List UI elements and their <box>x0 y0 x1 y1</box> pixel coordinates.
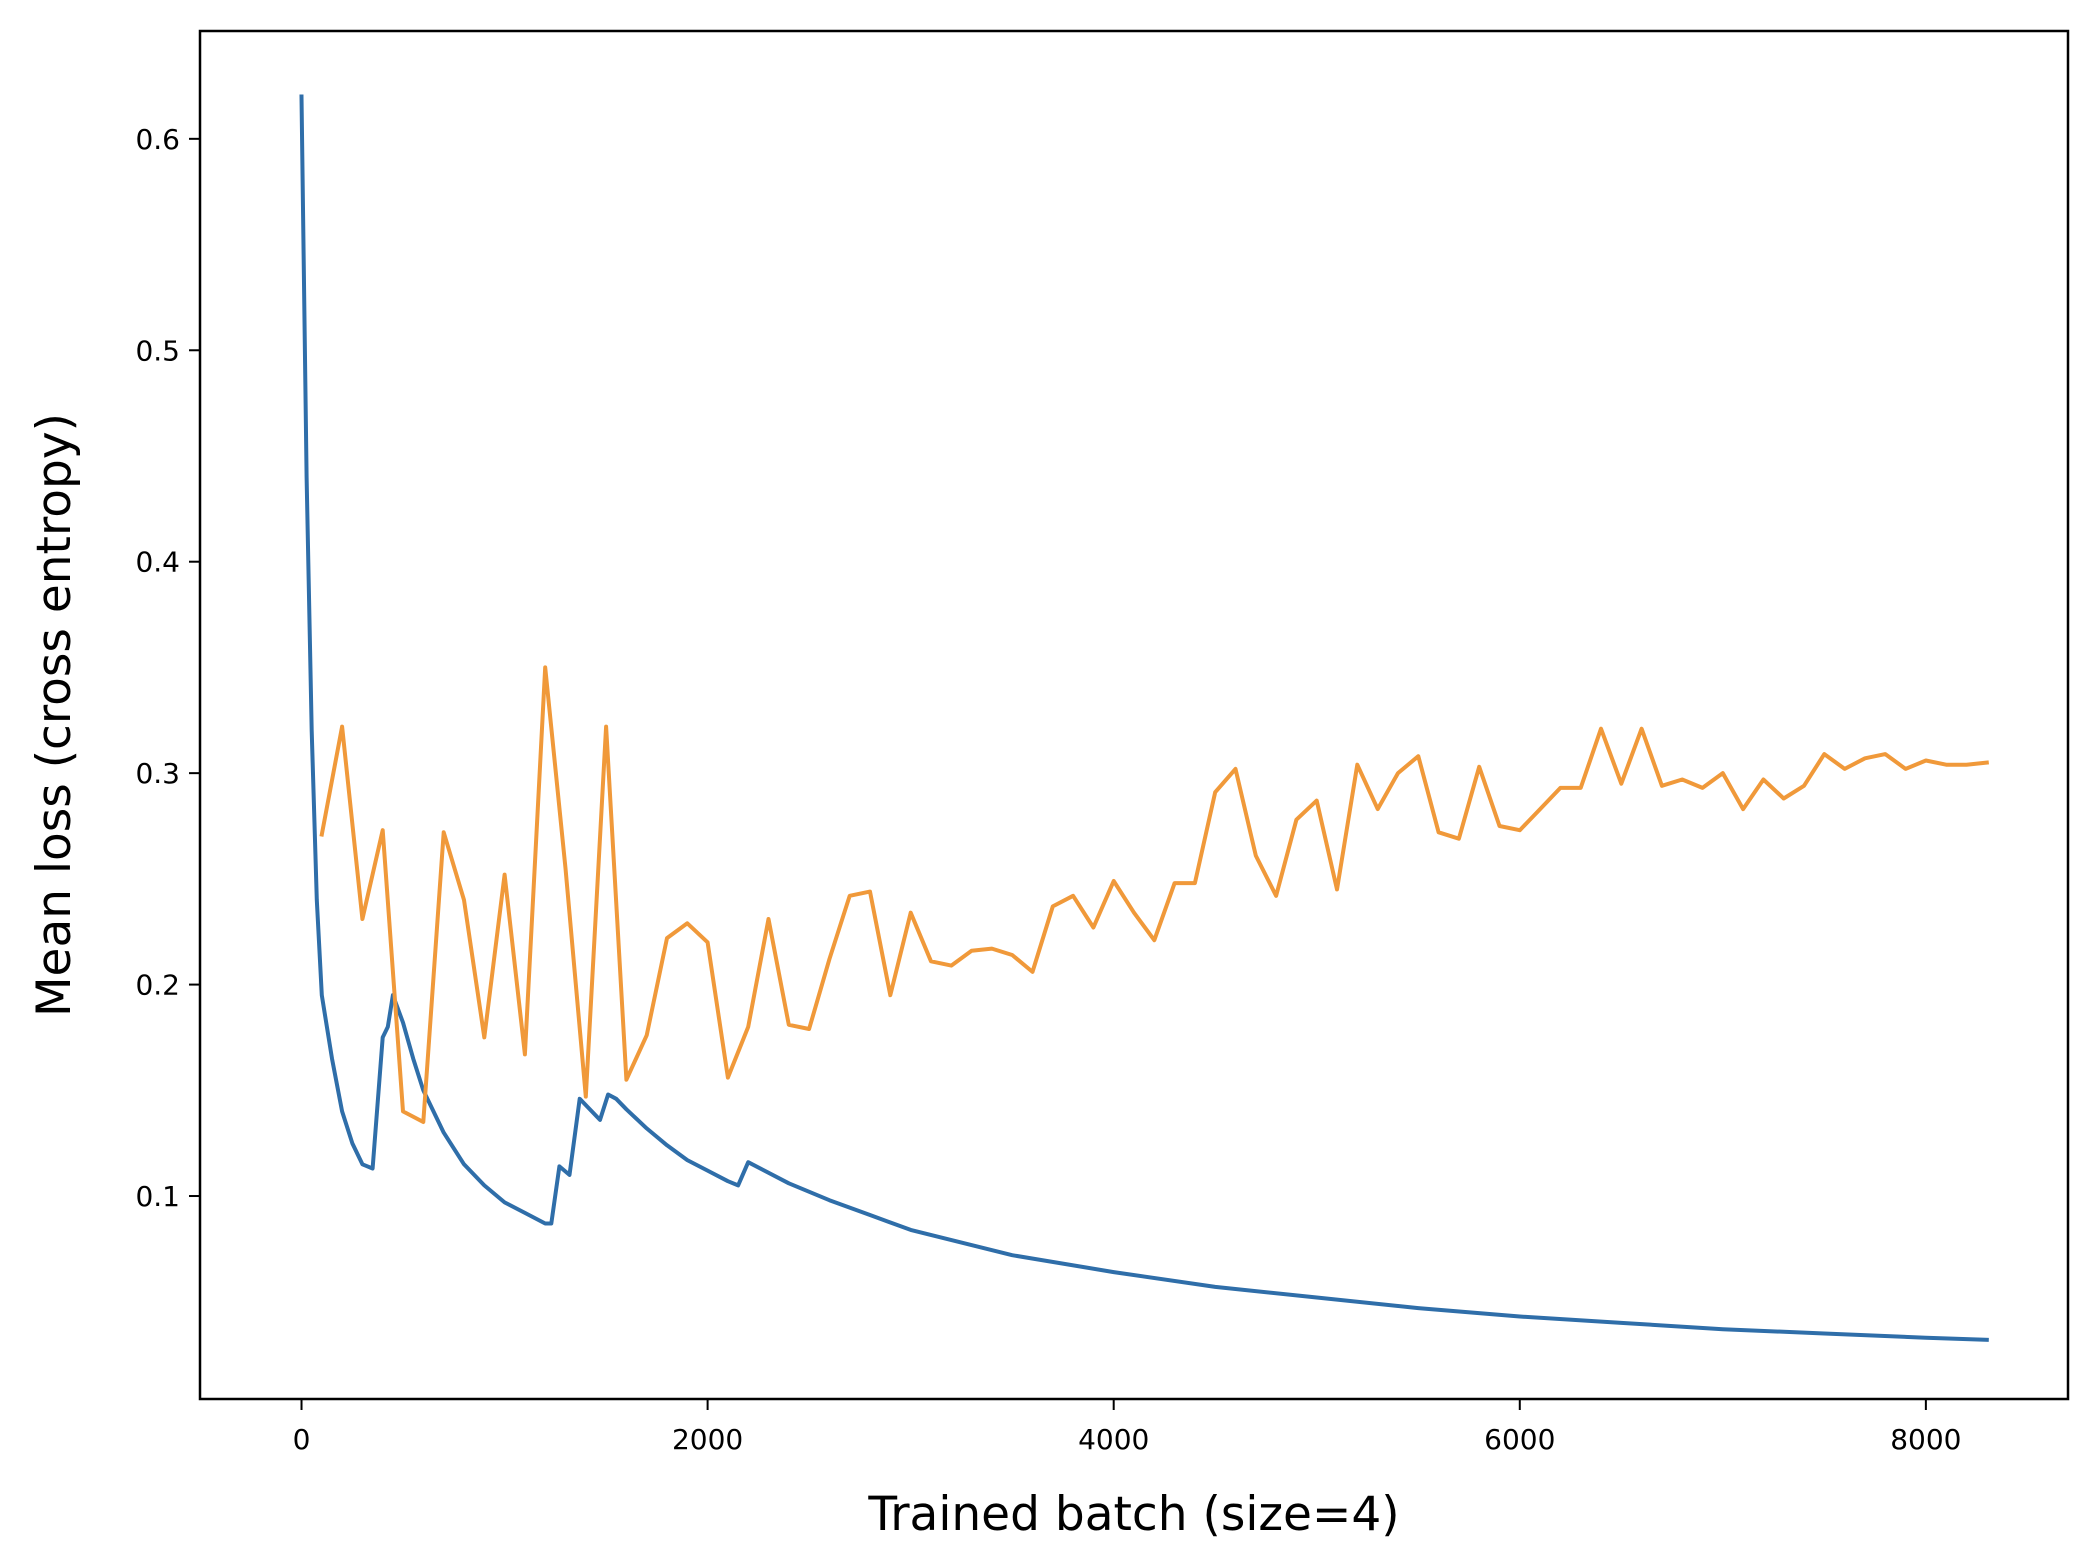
series-line-2 <box>319 665 1989 1124</box>
x-tick-label: 2000 <box>672 1423 743 1456</box>
y-axis: 0.1 0.2 0.3 0.4 0.5 0.6 <box>135 123 200 1213</box>
x-tick-label: 6000 <box>1484 1423 1555 1456</box>
y-tick-label: 0.1 <box>135 1180 180 1213</box>
y-tick-label: 0.4 <box>135 546 180 579</box>
y-tick-label: 0.5 <box>135 334 180 367</box>
x-tick-label: 4000 <box>1078 1423 1149 1456</box>
y-tick-label: 0.3 <box>135 757 180 790</box>
y-tick-label: 0.6 <box>135 123 180 156</box>
x-tick-label: 0 <box>293 1423 311 1456</box>
plot-frame <box>198 29 2070 1401</box>
y-axis-title: Mean loss (cross entropy) <box>27 413 82 1017</box>
series-line-1 <box>299 94 1989 1342</box>
x-axis: 0 2000 4000 6000 8000 <box>293 1399 1962 1456</box>
series-layer <box>299 94 1989 1342</box>
x-axis-title: Trained batch (size=4) <box>867 1487 1399 1542</box>
y-tick-label: 0.2 <box>135 969 180 1002</box>
x-tick-label: 8000 <box>1890 1423 1961 1456</box>
